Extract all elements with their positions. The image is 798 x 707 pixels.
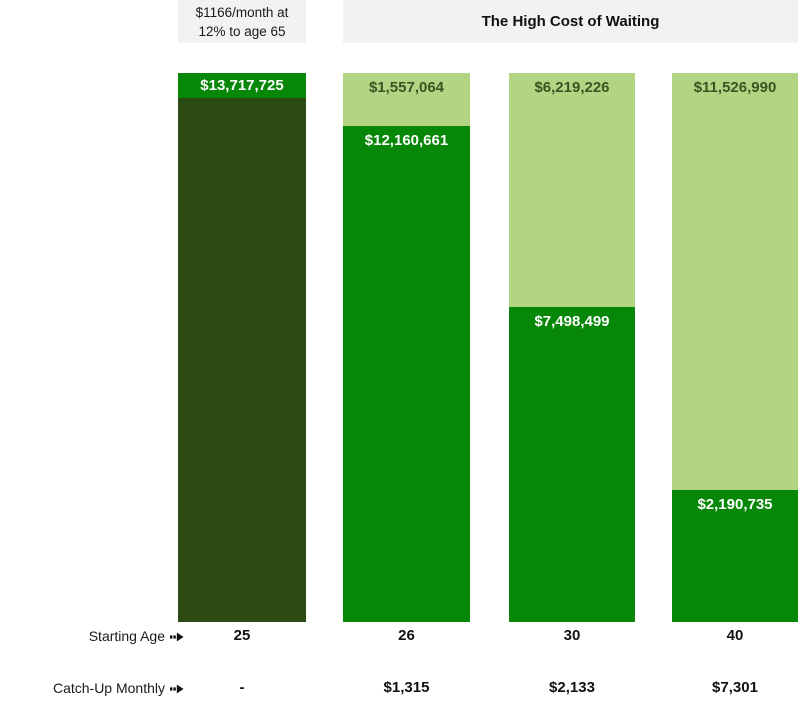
segment-value-label: $12,160,661 bbox=[364, 131, 449, 149]
starting-age-label-text: Starting Age bbox=[88, 628, 165, 644]
segment-value-at-65: $7,498,499 bbox=[509, 306, 635, 622]
arrow-right-icon bbox=[170, 626, 184, 646]
starting-age-value-26: 26 bbox=[398, 627, 415, 644]
catch-up-value-40: $7,301 bbox=[712, 679, 758, 696]
segment-cost-of-waiting: $11,526,990 bbox=[672, 73, 798, 491]
catch-up-row: Catch-Up Monthly - $1,315 $2,133 $7,301 bbox=[0, 678, 798, 698]
bar-age-30: $6,219,226 $7,498,499 bbox=[509, 73, 635, 622]
segment-baseline-total: $13,717,725 bbox=[178, 73, 306, 622]
segment-cost-of-waiting: $6,219,226 bbox=[509, 73, 635, 307]
segment-value-label: $13,717,725 bbox=[178, 73, 306, 98]
segment-value-label: $7,498,499 bbox=[534, 312, 610, 330]
starting-age-value-40: 40 bbox=[726, 627, 744, 644]
segment-value-label: $1,557,064 bbox=[368, 79, 445, 96]
starting-age-value-30: 30 bbox=[563, 627, 581, 644]
segment-value-label: $2,190,735 bbox=[697, 496, 773, 514]
segment-value-label: $6,219,226 bbox=[534, 79, 610, 96]
catch-up-value-30: $2,133 bbox=[549, 679, 595, 696]
catch-up-label-text: Catch-Up Monthly bbox=[52, 680, 165, 696]
bar-age-25: $13,717,725 bbox=[178, 73, 306, 622]
annotation-line2: 12% to age 65 bbox=[198, 24, 286, 39]
chart-title: The High Cost of Waiting bbox=[343, 0, 798, 43]
starting-age-row: Starting Age 25 26 30 40 bbox=[0, 626, 798, 646]
catch-up-value-25: - bbox=[239, 679, 245, 696]
annotation-box: $1166/month at 12% to age 65 bbox=[178, 0, 306, 43]
bar-age-26: $1,557,064 $12,160,661 bbox=[343, 73, 470, 622]
segment-value-at-65: $12,160,661 bbox=[343, 125, 470, 622]
bar-age-40: $11,526,990 $2,190,735 bbox=[672, 73, 798, 622]
starting-age-row-label: Starting Age bbox=[0, 626, 184, 646]
starting-age-value-25: 25 bbox=[233, 627, 251, 644]
segment-value-at-65: $2,190,735 bbox=[672, 490, 798, 622]
catch-up-row-label: Catch-Up Monthly bbox=[0, 678, 184, 698]
segment-cost-of-waiting: $1,557,064 bbox=[343, 73, 470, 126]
annotation-line1: $1166/month at bbox=[195, 5, 289, 20]
catch-up-value-26: $1,315 bbox=[383, 679, 430, 696]
segment-value-label: $11,526,990 bbox=[693, 79, 777, 96]
arrow-right-icon bbox=[170, 678, 184, 698]
